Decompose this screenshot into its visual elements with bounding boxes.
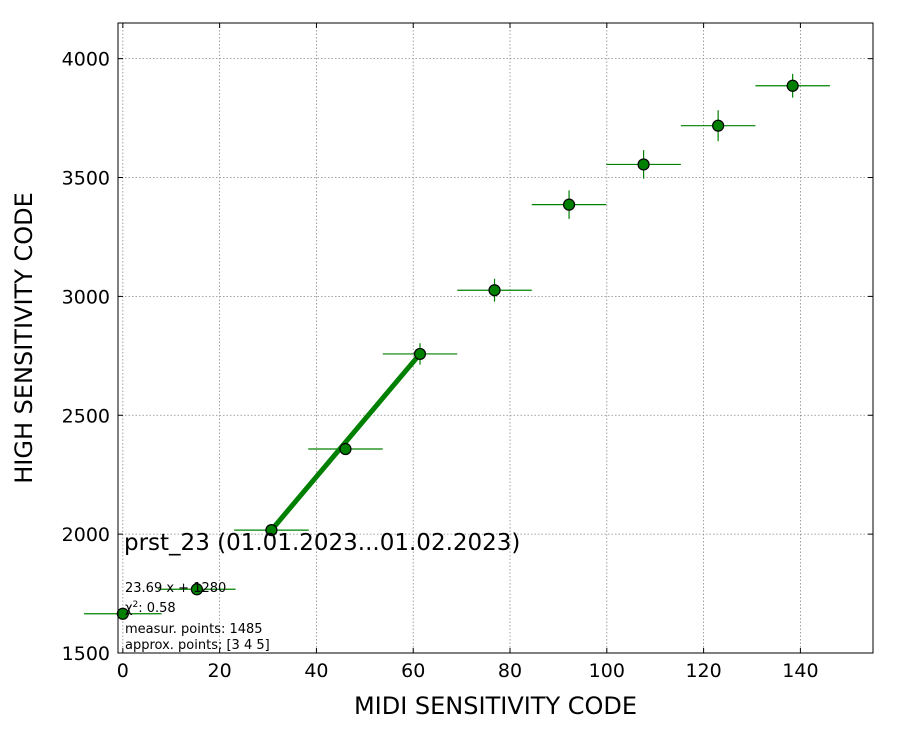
annotation-title: prst_23 (01.01.2023...01.02.2023)	[124, 530, 520, 556]
chi2-value: : 0.58	[138, 601, 175, 616]
x-tick-label: 80	[498, 660, 522, 682]
fit-line	[269, 352, 422, 532]
grid	[118, 23, 873, 654]
chi2-symbol: χ	[125, 601, 133, 616]
annotation-approx-points: approx. points: [3 4 5]	[125, 638, 270, 653]
markers-layer	[116, 79, 799, 620]
annotation-block: prst_23 (01.01.2023...01.02.2023) 23.69 …	[124, 530, 520, 653]
x-tick-label: 40	[304, 660, 328, 682]
y-tick-label: 2000	[62, 524, 110, 546]
data-point	[265, 523, 278, 537]
data-point	[339, 442, 352, 456]
data-point	[712, 119, 725, 132]
annotation-fit-equation: 23.69 x + 1280	[125, 581, 226, 596]
y-tick-label: 4000	[62, 49, 110, 71]
data-point	[637, 158, 650, 171]
fit-layer	[269, 352, 422, 532]
x-tick-label: 100	[589, 660, 625, 682]
x-tick-label: 60	[401, 660, 425, 682]
x-tick-label: 120	[685, 660, 721, 682]
annotation-measur-points: measur. points: 1485	[125, 622, 263, 637]
y-tick-label: 1500	[62, 643, 110, 665]
y-tick-label: 3500	[62, 168, 110, 190]
y-tick-label: 3000	[62, 286, 110, 308]
x-tick-label: 140	[782, 660, 818, 682]
x-tick-label: 20	[208, 660, 232, 682]
data-point	[116, 607, 129, 620]
data-point	[488, 284, 501, 297]
data-point	[413, 347, 427, 361]
chi2-exponent: 2	[133, 600, 139, 610]
data-point	[786, 79, 799, 92]
annotation-chi2: χ2: 0.58	[125, 600, 176, 616]
data-point	[190, 583, 203, 596]
axis-ticks: 0 20 40 60 80 100 120 140 1500 2000 2500 3000 3500 40…	[62, 23, 873, 682]
y-axis-label: HIGH SENSITIVITY CODE	[10, 192, 38, 484]
x-axis-label: MIDI SENSITIVITY CODE	[354, 692, 637, 720]
x-tick-label: 0	[117, 660, 129, 682]
data-point	[562, 198, 576, 211]
plot-frame	[117, 22, 874, 654]
y-tick-label: 2500	[62, 405, 110, 427]
